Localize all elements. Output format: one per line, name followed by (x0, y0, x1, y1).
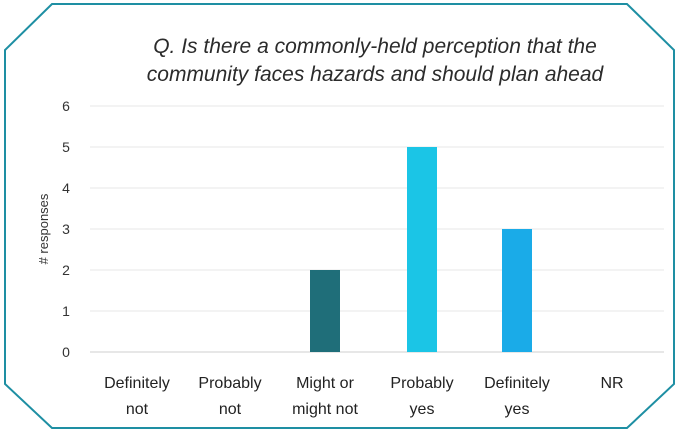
x-tick-label: yes (410, 401, 435, 418)
bar (310, 270, 340, 352)
y-tick-label: 5 (62, 139, 70, 155)
x-tick-label: Might or (296, 375, 354, 392)
chart-title-line-1: Q. Is there a commonly-held perception t… (153, 35, 597, 58)
y-tick-label: 0 (62, 344, 70, 360)
x-tick-label: Definitely (104, 375, 170, 392)
x-tick-label: Definitely (484, 375, 550, 392)
y-tick-label: 2 (62, 262, 70, 278)
x-tick-label: Probably (390, 375, 453, 392)
bar (407, 147, 437, 352)
x-tick-label: might not (292, 401, 358, 418)
y-axis-label: # responses (36, 193, 51, 264)
y-tick-label: 6 (62, 98, 70, 114)
x-tick-label: NR (600, 375, 623, 392)
x-tick-label: Probably (198, 375, 261, 392)
chart-title-line-2: community faces hazards and should plan … (146, 63, 604, 86)
y-tick-label: 4 (62, 180, 70, 196)
bar (502, 229, 532, 352)
y-tick-label: 3 (62, 221, 70, 237)
x-tick-label: yes (505, 401, 530, 418)
y-tick-label: 1 (62, 303, 70, 319)
x-tick-label: not (219, 401, 242, 418)
x-tick-label: not (126, 401, 149, 418)
